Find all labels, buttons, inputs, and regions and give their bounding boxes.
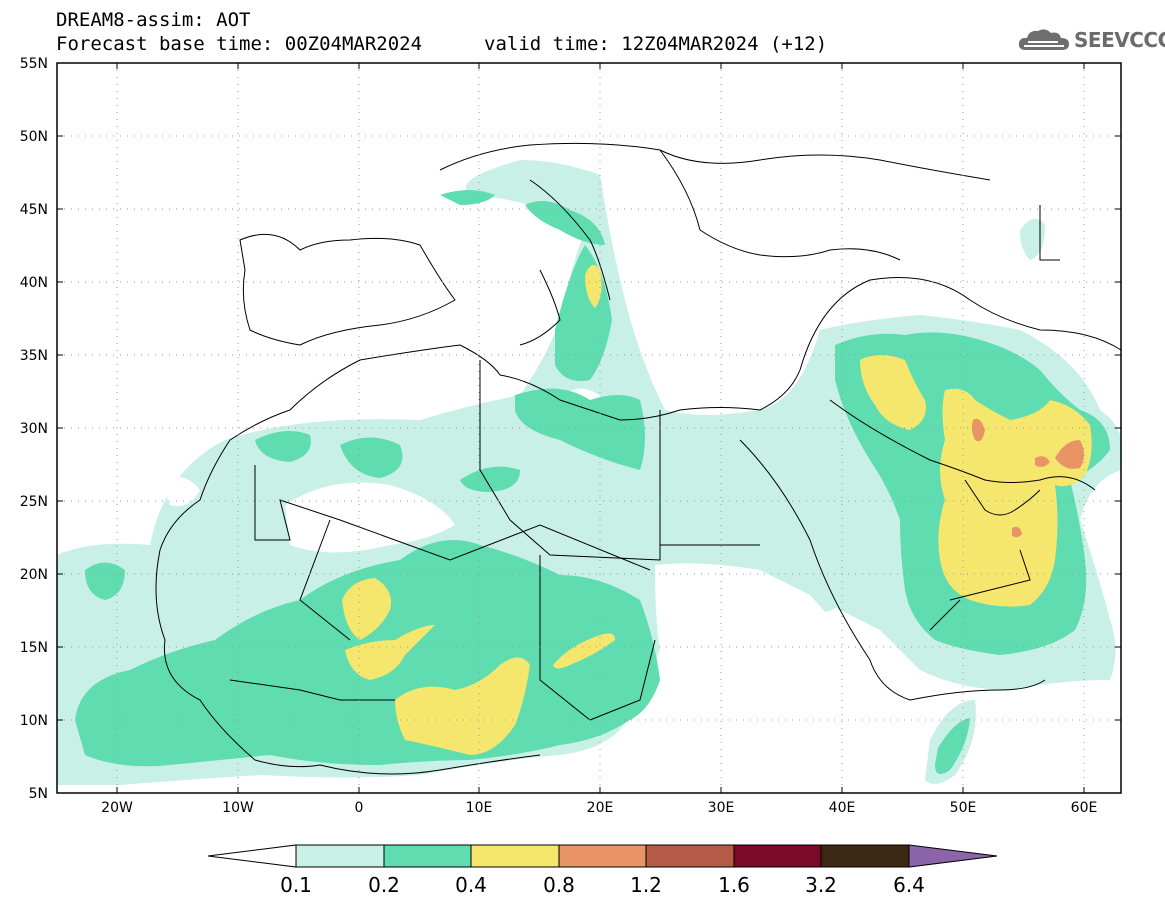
- lat-label: 40N: [20, 275, 48, 291]
- aot-contour-0.8: [971, 418, 1084, 538]
- colorbar-tick: 6.4: [893, 873, 925, 897]
- cloud-icon: [1018, 29, 1069, 50]
- latitude-axis: 55N 50N 45N 40N 35N 30N 25N 20N 15N 10N …: [20, 56, 48, 802]
- lon-label: 40E: [829, 800, 856, 816]
- lat-label: 5N: [29, 786, 48, 802]
- longitude-ticks: [116, 63, 1085, 793]
- colorbar-swatch: [820, 844, 910, 868]
- graticule: [57, 63, 1121, 793]
- lat-label: 30N: [20, 421, 48, 437]
- colorbar-swatch: [733, 844, 822, 868]
- colorbar-high-arrow: [908, 844, 998, 868]
- colorbar-swatch: [470, 844, 560, 868]
- colorbar-labels: 0.1 0.2 0.4 0.8 1.2 1.6 3.2 6.4: [280, 873, 925, 897]
- seevccc-logo: SEEVCCC: [1018, 26, 1165, 56]
- logo-text: SEEVCCC: [1074, 28, 1165, 52]
- colorbar-tick: 0.8: [543, 873, 575, 897]
- lat-label: 35N: [20, 348, 48, 364]
- lon-label: 20E: [587, 800, 614, 816]
- lat-label: 25N: [20, 494, 48, 510]
- aot-holes: [160, 388, 800, 622]
- lon-label: 10E: [466, 800, 493, 816]
- colorbar: [207, 844, 998, 868]
- lon-label: 10W: [222, 800, 254, 816]
- lat-label: 55N: [20, 56, 48, 72]
- colorbar-swatch: [558, 844, 647, 868]
- valid-time: valid time: 12Z04MAR2024 (+12): [484, 33, 828, 55]
- lon-label: 60E: [1071, 800, 1098, 816]
- colorbar-low-arrow: [207, 844, 297, 868]
- lat-label: 15N: [20, 640, 48, 656]
- colorbar-tick: 0.2: [368, 873, 400, 897]
- map-title: DREAM8-assim: AOT: [56, 9, 251, 31]
- lon-label: 0: [355, 800, 364, 816]
- lat-label: 20N: [20, 567, 48, 583]
- longitude-axis: 20W 10W 0 10E 20E 30E 40E 50E 60E: [101, 800, 1097, 816]
- colorbar-swatch: [295, 844, 385, 868]
- lat-label: 10N: [20, 713, 48, 729]
- lat-label: 50N: [20, 129, 48, 145]
- colorbar-tick: 1.6: [718, 873, 750, 897]
- lon-label: 30E: [708, 800, 735, 816]
- lat-label: 45N: [20, 202, 48, 218]
- colorbar-tick: 1.2: [630, 873, 662, 897]
- latitude-ticks: [57, 135, 1121, 721]
- colorbar-swatch: [645, 844, 735, 868]
- colorbar-tick: 0.1: [280, 873, 312, 897]
- lon-label: 20W: [101, 800, 133, 816]
- colorbar-swatch: [383, 844, 472, 868]
- forecast-base-time: Forecast base time: 00Z04MAR2024: [56, 33, 423, 55]
- colorbar-tick: 0.4: [455, 873, 487, 897]
- colorbar-tick: 3.2: [805, 873, 837, 897]
- aot-contour-0.4: [342, 265, 1092, 755]
- lon-label: 50E: [950, 800, 977, 816]
- map-area: [57, 63, 1121, 793]
